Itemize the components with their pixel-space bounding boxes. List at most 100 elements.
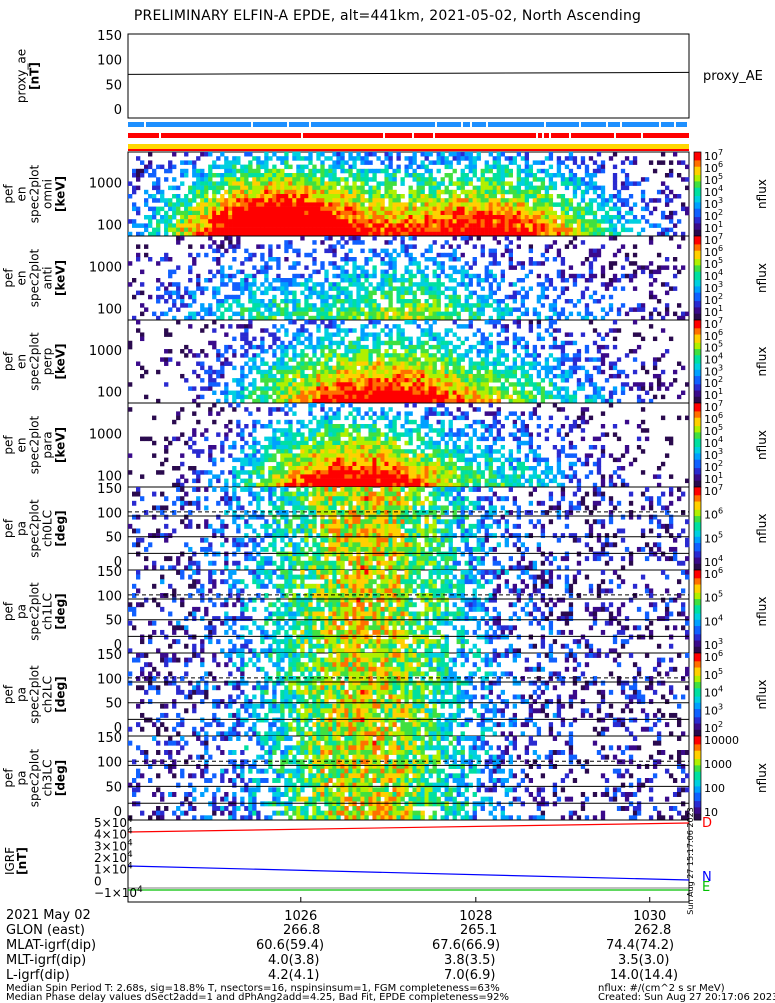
colorbar-en-2 <box>694 320 701 404</box>
flag-blue-12 <box>347 122 375 127</box>
ylabel-pa-1-2: pa <box>15 604 29 619</box>
ylabel-en-3-1: pef <box>2 435 16 455</box>
ylabel-en-3-3: spec2plot <box>28 415 42 474</box>
ytick-pa-0-0: 150 <box>97 482 122 497</box>
ytick-proxy_ae-3: 0 <box>114 103 122 118</box>
status-flag-bars <box>128 122 689 151</box>
footer-value-mlat-1: 67.6(66.9) <box>432 938 500 953</box>
footer-row-label-0: 2021 May 02 <box>6 908 91 923</box>
colorbar-pa-0 <box>694 487 701 571</box>
flag-red-30 <box>671 133 689 138</box>
xtick-label-0: 1026 <box>284 909 317 924</box>
flag-red-6 <box>253 133 281 138</box>
footer-note-phase: Median Phase delay values dSect2add=1 an… <box>6 992 509 1003</box>
ylabel-pa-2-3: spec2plot <box>28 665 42 724</box>
ytick-proxy_ae-1: 100 <box>97 54 122 69</box>
ylabel-pa-0-2: pa <box>15 521 29 536</box>
flag-blue-7 <box>253 122 267 127</box>
colorbar-tick-pa-1-2: 104 <box>704 613 723 628</box>
flag-red-7 <box>281 133 301 138</box>
flag-red-0 <box>128 133 141 138</box>
flag-red-29 <box>665 133 671 138</box>
flag-blue-4 <box>182 122 206 127</box>
flag-red-1 <box>141 133 159 138</box>
flag-blue-2 <box>146 122 169 127</box>
flag-red-19 <box>487 133 514 138</box>
panel-en-0 <box>128 152 689 236</box>
flag-red-13 <box>376 133 383 138</box>
ylabel-proxy_ae-0: proxy_ae <box>15 49 29 103</box>
flag-blue-0 <box>128 122 134 127</box>
ylabel-igrf-1: [nT] <box>15 847 29 875</box>
footer-value-l-2: 14.0(14.4) <box>610 968 678 983</box>
ylabel-en-0-5: [keV] <box>54 176 68 212</box>
footer-value-mlt-2: 3.5(3.0) <box>618 953 670 968</box>
ytick-en-1-1: 100 <box>97 302 122 317</box>
flag-blue-20 <box>516 122 539 127</box>
ytick-en-1-0: 1000 <box>89 260 122 275</box>
flag-red-12 <box>369 133 376 138</box>
colorbar-tick-pa-2-2: 104 <box>704 685 723 700</box>
flag-yellow <box>128 144 689 149</box>
flag-blue-13 <box>375 122 396 127</box>
flag-blue-14 <box>396 122 423 127</box>
igrf-comp-label-D: D <box>702 816 712 831</box>
ylabel-pa-1-5: [deg] <box>54 593 68 629</box>
ytick-en-0-1: 100 <box>97 218 122 233</box>
colorbar-tick-pa-3-2: 100 <box>704 782 725 795</box>
flag-red-2 <box>161 133 188 138</box>
flag-red-25 <box>594 133 614 138</box>
footer-value-glon-2: 262.8 <box>634 923 671 938</box>
colorbar-tick-pa-0-1: 106 <box>704 507 723 522</box>
footer-value-mlat-2: 74.4(74.2) <box>606 938 674 953</box>
flag-blue-6 <box>228 122 251 127</box>
ytick-pa-2-2: 50 <box>105 697 122 712</box>
ylabel-en-0-2: en <box>15 187 29 202</box>
flag-blue-15 <box>423 122 435 127</box>
flag-red-18 <box>460 133 487 138</box>
ylabel-en-3-5: [keV] <box>54 427 68 463</box>
flag-red-24 <box>571 133 594 138</box>
ylabel-pa-2-5: [deg] <box>54 676 68 712</box>
flag-red-14 <box>385 133 412 138</box>
flag-blue-21 <box>539 122 544 127</box>
ylabel-pa-1-3: spec2plot <box>28 582 42 641</box>
ytick-proxy_ae-2: 50 <box>105 78 122 93</box>
ylabel-en-3-4: para <box>41 431 55 458</box>
footer-row-label-1: GLON (east) <box>6 923 85 938</box>
ylabel-pa-0-5: [deg] <box>54 510 68 546</box>
flag-blue-19 <box>488 122 516 127</box>
colorbar-tick-pa-3-1: 1000 <box>704 758 732 771</box>
flag-blue-16 <box>437 122 461 127</box>
flag-blue-3 <box>169 122 182 127</box>
ylabel-pa-2-4: ch2LC <box>41 676 55 713</box>
footer-value-l-0: 4.2(4.1) <box>268 968 320 983</box>
panel-pa-1 <box>128 570 689 653</box>
ytick-pa-3-2: 50 <box>105 780 122 795</box>
ylabel-pa-0-1: pef <box>2 518 16 538</box>
colorbar-en-3 <box>694 403 701 488</box>
flag-blue-24 <box>581 122 606 127</box>
ylabel-en-1-2: en <box>15 271 29 286</box>
panel-frame-proxy_ae <box>128 34 689 118</box>
flag-red-23 <box>551 133 569 138</box>
flag-blue-17 <box>463 122 470 127</box>
flag-red-8 <box>303 133 323 138</box>
flag-blue-9 <box>289 122 309 127</box>
footer-value-l-1: 7.0(6.9) <box>444 968 496 983</box>
ylabel-en-1-5: [keV] <box>54 260 68 296</box>
colorbar-label-en-2: nflux <box>755 347 769 377</box>
footer-row-label-2: MLAT-igrf(dip) <box>6 938 96 953</box>
ylabel-pa-3-2: pa <box>15 771 29 786</box>
flag-blue-8 <box>267 122 287 127</box>
colorbar-tick-pa-2-0: 106 <box>704 649 723 664</box>
footer-row-label-3: MLT-igrf(dip) <box>6 953 86 968</box>
ytick-en-2-1: 100 <box>97 385 122 400</box>
ylabel-pa-2-1: pef <box>2 684 16 704</box>
colorbar-tick-pa-0-2: 105 <box>704 530 723 545</box>
ylabel-proxy_ae-1: [nT] <box>28 62 42 90</box>
flag-red-21 <box>538 133 542 138</box>
flag-blue-27 <box>643 122 659 127</box>
flag-red-11 <box>361 133 369 138</box>
flag-blue-22 <box>546 122 565 127</box>
